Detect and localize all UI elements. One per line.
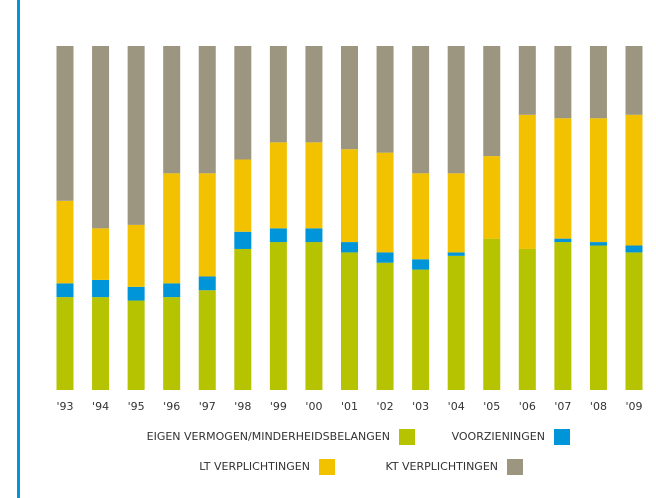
bar-segment	[341, 252, 358, 390]
bar-segment	[518, 248, 536, 390]
bar-segment	[305, 142, 323, 229]
bar-segment	[412, 173, 430, 260]
bar-segment	[447, 252, 465, 256]
x-tick-label: '03	[412, 400, 429, 413]
bar-segment	[341, 149, 358, 243]
x-tick-label: '06	[519, 400, 536, 413]
bar-segment	[92, 46, 110, 229]
bar-segment	[554, 238, 572, 243]
bar-segment	[447, 173, 465, 253]
bar-segment	[554, 242, 572, 390]
bar-segment	[163, 297, 181, 390]
bar-segment	[589, 46, 607, 119]
bar-segment	[56, 283, 74, 298]
x-tick-label: '97	[199, 400, 216, 413]
bar-segment	[589, 242, 607, 246]
bar-segment	[56, 200, 74, 284]
legend-swatch	[554, 429, 570, 445]
bar-segment	[269, 46, 287, 143]
bar-segment	[127, 300, 145, 390]
bar-segment	[127, 286, 145, 301]
bar-segment	[92, 228, 110, 280]
bar-segment	[56, 297, 74, 390]
legend-swatch	[319, 459, 335, 475]
bar-segment	[412, 46, 430, 174]
legend-label: EIGEN VERMOGEN/MINDERHEIDSBELANGEN	[147, 430, 390, 443]
x-tick-label: '93	[56, 400, 73, 413]
bar-segment	[625, 245, 643, 253]
x-tick-label: '00	[305, 400, 322, 413]
bar-segment	[518, 46, 536, 115]
legend-label: KT VERPLICHTINGEN	[385, 460, 498, 473]
bar-segment	[305, 242, 323, 390]
legend-swatch	[507, 459, 523, 475]
bar-segment	[412, 259, 430, 270]
x-tick-label: '05	[483, 400, 500, 413]
bar-segment	[589, 245, 607, 390]
bar-segment	[92, 297, 110, 390]
bar-segment	[56, 46, 74, 201]
bar-segment	[198, 290, 216, 390]
bar-segment	[305, 46, 323, 143]
bar-segment	[376, 46, 394, 153]
x-tick-label: '98	[234, 400, 251, 413]
bar-segment	[625, 114, 643, 246]
x-tick-label: '02	[377, 400, 394, 413]
bar-segment	[447, 46, 465, 174]
bar-segment	[589, 118, 607, 243]
bar-segment	[234, 46, 252, 160]
bar-segment	[163, 173, 181, 284]
bar-segment	[483, 156, 501, 239]
bar-segment	[234, 248, 252, 390]
bar-segment	[447, 255, 465, 390]
bar-segment	[554, 46, 572, 119]
bar-segment	[625, 46, 643, 115]
x-tick-label: '08	[590, 400, 607, 413]
bar-segment	[92, 279, 110, 298]
bar-segment	[269, 228, 287, 243]
x-tick-label: '04	[448, 400, 465, 413]
bar-segment	[198, 46, 216, 174]
bar-segment	[518, 114, 536, 249]
bar-segment	[127, 46, 145, 225]
bar-segment	[163, 283, 181, 298]
bar-segment	[341, 242, 358, 253]
bar-segment	[269, 142, 287, 229]
legend-swatch	[399, 429, 415, 445]
x-tick-label: '09	[625, 400, 642, 413]
x-tick-label: '94	[92, 400, 109, 413]
x-tick-label: '07	[554, 400, 571, 413]
x-tick-label: '95	[128, 400, 145, 413]
bar-segment	[198, 276, 216, 291]
bar-segment	[305, 228, 323, 243]
bar-segment	[234, 159, 252, 232]
bar-segment	[483, 46, 501, 157]
bar-segment	[234, 231, 252, 249]
bar-segment	[198, 173, 216, 277]
bar-segment	[376, 262, 394, 390]
side-rule	[17, 0, 20, 498]
bar-segment	[269, 242, 287, 390]
bar-segment	[483, 238, 501, 390]
bar-segment	[376, 252, 394, 263]
x-tick-label: '99	[270, 400, 287, 413]
legend-label: LT VERPLICHTINGEN	[199, 460, 310, 473]
bar-segment	[127, 224, 145, 287]
bar-segment	[376, 152, 394, 253]
bar-segment	[625, 252, 643, 390]
x-tick-label: '96	[163, 400, 180, 413]
legend-label: VOORZIENINGEN	[452, 430, 545, 443]
bar-segment	[163, 46, 181, 174]
bar-segment	[412, 269, 430, 390]
bar-segment	[554, 118, 572, 239]
x-tick-label: '01	[341, 400, 358, 413]
bar-segment	[341, 46, 358, 150]
